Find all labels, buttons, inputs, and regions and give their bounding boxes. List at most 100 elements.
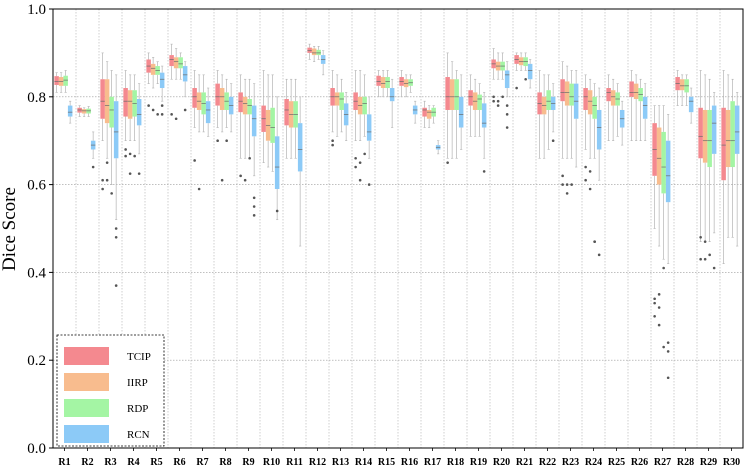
box-tcip-r7 (192, 70, 197, 162)
y-tick-label: 1.0 (27, 2, 46, 18)
box-body (592, 96, 597, 119)
x-tick-label: R12 (309, 457, 326, 468)
outlier-point (492, 95, 495, 99)
outlier-point (128, 172, 132, 175)
box-rdp-r20 (500, 52, 505, 99)
outlier-point (252, 205, 256, 208)
x-tick-label: R9 (242, 457, 254, 468)
outlier-point (183, 108, 187, 112)
box-body (159, 72, 165, 89)
box-rcn-r2 (90, 131, 96, 169)
outlier-point (703, 257, 707, 261)
box-tcip-r9 (238, 74, 243, 178)
box-body (100, 79, 105, 119)
box-body (376, 75, 381, 86)
box-rcn-r24 (596, 87, 602, 257)
outlier-point (114, 235, 118, 239)
x-tick-label: R13 (332, 457, 349, 468)
box-body (518, 57, 524, 66)
box-body (104, 79, 110, 124)
outlier-point (565, 192, 569, 195)
outlier-point (137, 172, 141, 175)
box-body (334, 92, 340, 106)
box-rdp-r19 (477, 83, 482, 137)
y-tick-label: 0.4 (27, 265, 46, 281)
x-tick-label: R28 (677, 457, 694, 468)
box-body (109, 96, 114, 128)
box-body (546, 90, 551, 110)
legend-swatch (64, 399, 109, 417)
box-body (661, 131, 666, 194)
box-rdp-r26 (638, 78, 643, 141)
outlier-point (482, 170, 486, 173)
box-body (270, 107, 275, 143)
box-body (169, 55, 174, 67)
box-rdp-r10 (270, 74, 275, 172)
box-rdp-r27 (661, 105, 666, 349)
x-axis-ticks: R1 R2 R3 R4 R5 R6 R7 R8 R9 R10 R11 R12 R13 R14 R15 R16 R… (58, 448, 740, 468)
box-body (284, 98, 289, 126)
outlier-point (588, 187, 592, 191)
box-iirp-r23 (564, 65, 570, 195)
outlier-point (662, 266, 665, 270)
legend-item-rcn: RCN (64, 425, 150, 443)
box-tcip-r26 (629, 70, 634, 141)
outlier-point (160, 113, 164, 116)
box-series-layer (54, 43, 740, 380)
outlier-point (147, 104, 150, 107)
box-rcn-r7 (205, 87, 211, 137)
box-rdp-r25 (615, 83, 620, 137)
box-tcip-r11 (284, 78, 289, 159)
box-iirp-r11 (288, 78, 294, 159)
outlier-point (597, 253, 601, 257)
box-rcn-r9 (251, 83, 257, 217)
legend-swatch (64, 425, 109, 443)
outlier-point (252, 196, 256, 200)
outlier-point (363, 152, 366, 156)
outlier-point (666, 376, 670, 380)
outlier-point (105, 178, 109, 182)
outlier-point (128, 152, 132, 156)
outlier-point (101, 178, 104, 182)
outlier-point (248, 156, 251, 160)
box-iirp-r9 (242, 78, 248, 182)
box-body (219, 88, 225, 110)
box-iirp-r5 (150, 56, 156, 112)
outlier-point (653, 301, 656, 305)
box-body (504, 70, 510, 89)
box-rcn-r17 (435, 140, 441, 155)
x-tick-label: R11 (286, 457, 303, 468)
box-body (642, 96, 648, 119)
x-tick-label: R6 (173, 457, 185, 468)
outlier-point (225, 139, 228, 142)
box-tcip-r25 (606, 74, 611, 141)
outlier-point (358, 161, 362, 164)
box-tcip-r1 (54, 72, 59, 93)
box-rdp-r17 (431, 105, 436, 124)
box-iirp-r3 (104, 61, 110, 182)
box-iirp-r24 (587, 78, 593, 191)
box-rdp-r9 (247, 78, 252, 160)
box-body (205, 101, 211, 124)
outlier-point (354, 156, 357, 160)
box-body (665, 140, 671, 203)
outlier-point (101, 187, 104, 191)
outlier-point (110, 192, 113, 195)
box-body (150, 63, 156, 75)
box-iirp-r19 (472, 78, 478, 137)
x-tick-label: R3 (104, 457, 116, 468)
box-body (468, 90, 473, 106)
box-rcn-r18 (458, 74, 464, 150)
series-rdp (63, 46, 735, 349)
outlier-point (653, 315, 656, 318)
box-rcn-r1 (67, 100, 73, 124)
box-body (698, 107, 703, 159)
box-iirp-r27 (656, 105, 662, 327)
box-rcn-r30 (734, 92, 740, 247)
legend-swatch (64, 347, 109, 365)
box-tcip-r22 (537, 70, 542, 159)
box-body (67, 105, 73, 117)
box-iirp-r20 (495, 52, 501, 107)
box-rdp-r13 (339, 78, 344, 133)
box-body (127, 90, 133, 119)
